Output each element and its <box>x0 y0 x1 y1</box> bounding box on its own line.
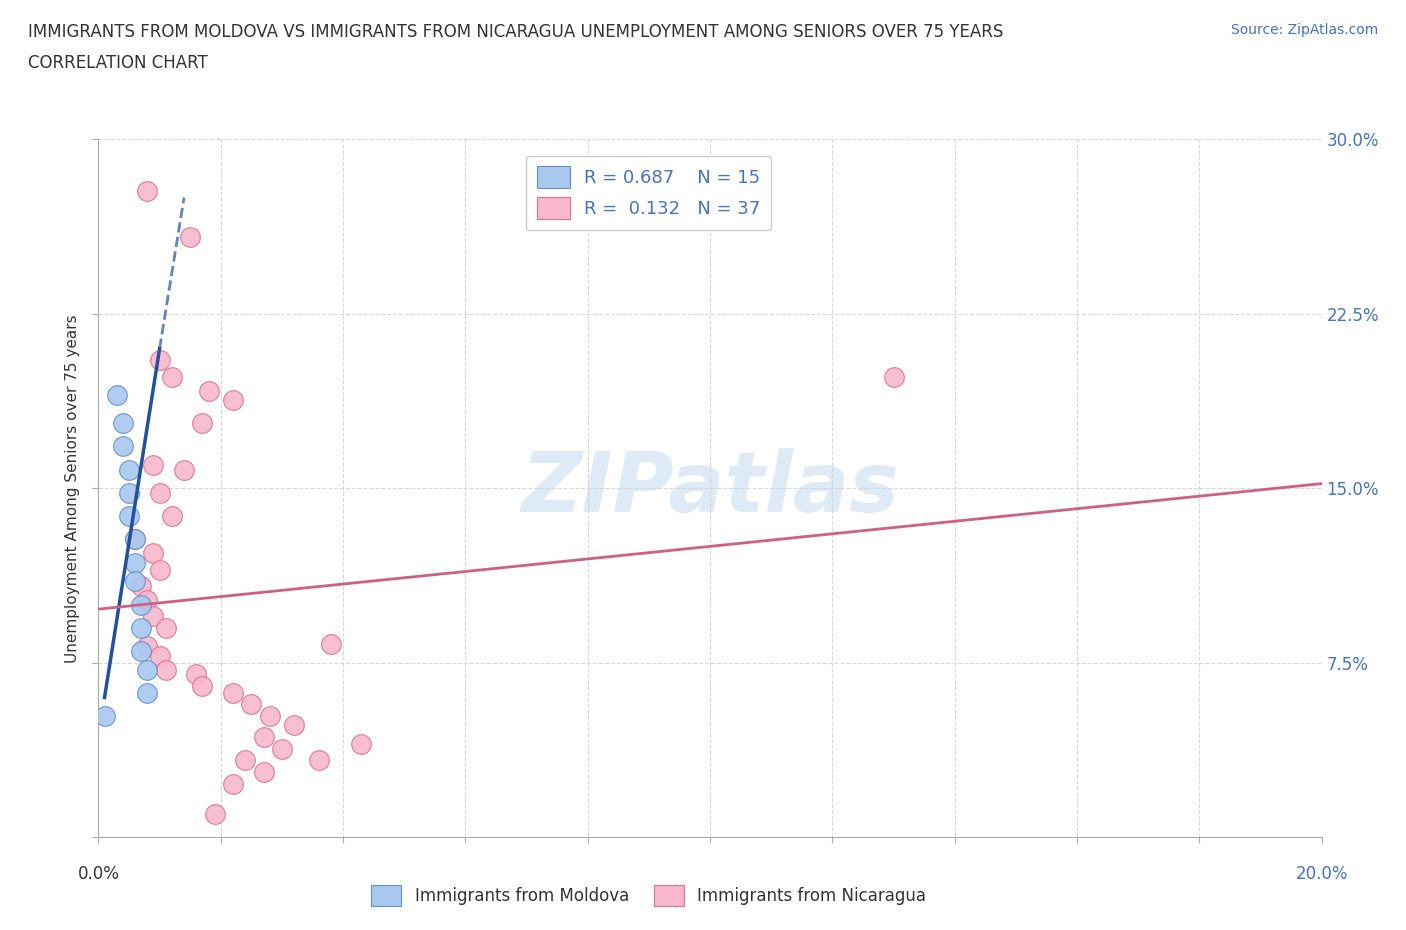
Point <box>350 737 373 751</box>
Point <box>283 718 305 733</box>
Point <box>155 620 177 635</box>
Point <box>149 562 172 577</box>
Point <box>136 685 159 700</box>
Point <box>111 416 134 431</box>
Point <box>259 709 281 724</box>
Point <box>160 509 183 524</box>
Text: Source: ZipAtlas.com: Source: ZipAtlas.com <box>1230 23 1378 37</box>
Point <box>173 462 195 477</box>
Point <box>319 637 342 652</box>
Point <box>204 806 226 821</box>
Point <box>93 709 115 724</box>
Point <box>111 439 134 454</box>
Point <box>149 353 172 368</box>
Point <box>129 597 152 612</box>
Point <box>270 741 292 756</box>
Point <box>124 555 146 570</box>
Point <box>136 592 159 607</box>
Point <box>233 753 256 768</box>
Point <box>222 685 245 700</box>
Point <box>142 546 165 561</box>
Text: IMMIGRANTS FROM MOLDOVA VS IMMIGRANTS FROM NICARAGUA UNEMPLOYMENT AMONG SENIORS : IMMIGRANTS FROM MOLDOVA VS IMMIGRANTS FR… <box>28 23 1004 41</box>
Point <box>129 578 152 593</box>
Point <box>160 369 183 384</box>
Point <box>136 183 159 198</box>
Point <box>191 679 214 694</box>
Legend: Immigrants from Moldova, Immigrants from Nicaragua: Immigrants from Moldova, Immigrants from… <box>364 879 934 912</box>
Point <box>883 369 905 384</box>
Point <box>129 644 152 658</box>
Point <box>222 776 245 790</box>
Point <box>142 609 165 624</box>
Point <box>129 620 152 635</box>
Y-axis label: Unemployment Among Seniors over 75 years: Unemployment Among Seniors over 75 years <box>65 314 80 662</box>
Point <box>186 667 208 682</box>
Point <box>149 648 172 663</box>
Point <box>155 662 177 677</box>
Point <box>124 574 146 589</box>
Point <box>252 729 274 744</box>
Text: 0.0%: 0.0% <box>77 865 120 883</box>
Point <box>136 639 159 654</box>
Point <box>179 230 201 245</box>
Point <box>149 485 172 500</box>
Point <box>308 753 330 768</box>
Point <box>252 764 274 779</box>
Point <box>124 532 146 547</box>
Point <box>136 662 159 677</box>
Point <box>118 509 141 524</box>
Text: CORRELATION CHART: CORRELATION CHART <box>28 54 208 72</box>
Point <box>105 388 128 403</box>
Text: ZIPatlas: ZIPatlas <box>522 447 898 529</box>
Point <box>118 485 141 500</box>
Point <box>240 698 263 712</box>
Point <box>191 416 214 431</box>
Point <box>197 383 219 398</box>
Text: 20.0%: 20.0% <box>1295 865 1348 883</box>
Point <box>118 462 141 477</box>
Point <box>222 392 245 407</box>
Point <box>124 532 146 547</box>
Point <box>142 458 165 472</box>
